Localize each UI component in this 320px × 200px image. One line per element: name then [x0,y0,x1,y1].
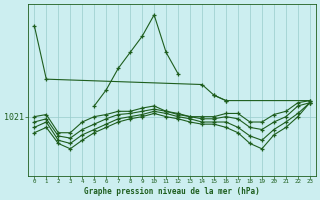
X-axis label: Graphe pression niveau de la mer (hPa): Graphe pression niveau de la mer (hPa) [84,187,260,196]
